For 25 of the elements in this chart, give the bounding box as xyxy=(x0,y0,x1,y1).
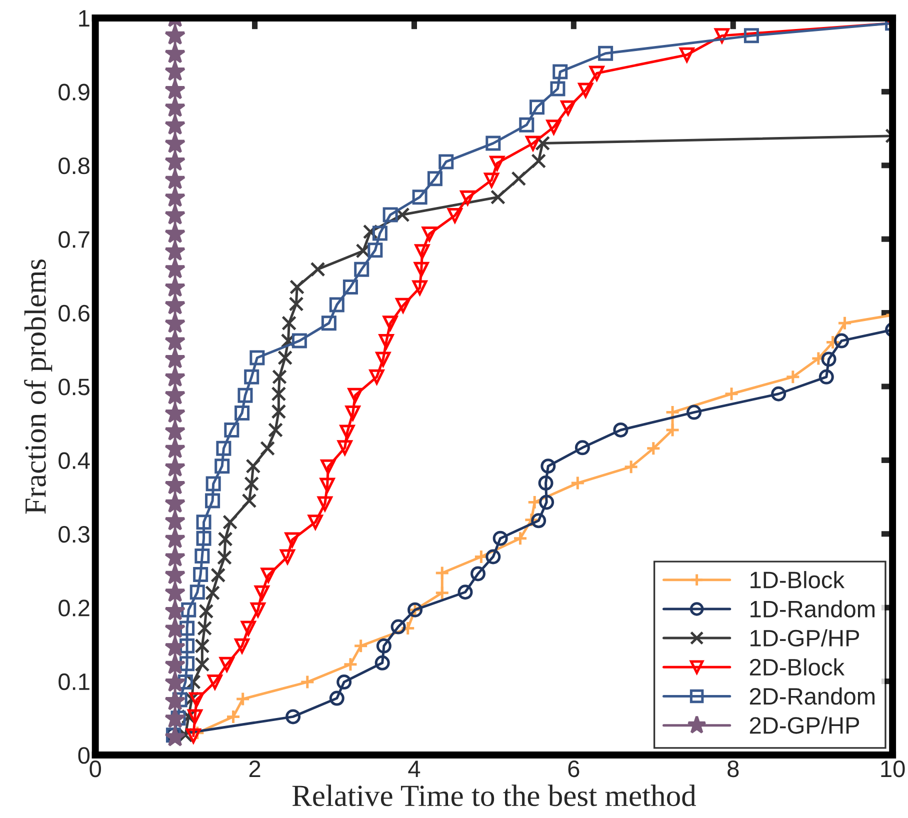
legend-label: 2D-Random xyxy=(750,687,874,705)
x-axis-title: Relative Time to the best method xyxy=(292,784,696,806)
x-tick-label: 10 xyxy=(881,760,905,778)
y-tick-label: 0.2 xyxy=(58,600,90,616)
x-tick-label: 0 xyxy=(90,760,101,778)
legend-label: 1D-GP/HP xyxy=(750,629,860,647)
legend-label: 2D-GP/HP xyxy=(750,716,860,734)
y-tick-label: 1 xyxy=(79,10,90,27)
y-tick-label: 0 xyxy=(78,747,90,764)
y-tick-label: 0.7 xyxy=(58,231,90,248)
y-tick-label: 0.8 xyxy=(58,157,90,174)
y-tick-label: 0.9 xyxy=(58,84,90,100)
y-tick-label: 0.1 xyxy=(58,673,90,690)
x-tick-label: 6 xyxy=(568,760,580,778)
x-tick-label: 4 xyxy=(408,760,420,777)
y-tick-label: 0.4 xyxy=(58,452,90,469)
y-tick-label: 0.6 xyxy=(58,304,90,322)
legend-label: 1D-Random xyxy=(750,600,874,618)
y-tick-label: 0.5 xyxy=(58,378,90,396)
y-tick-label: 0.3 xyxy=(58,526,90,543)
legend-label: 2D-Block xyxy=(750,658,845,676)
x-tick-label: 8 xyxy=(728,760,739,778)
x-tick-label: 2 xyxy=(249,760,260,777)
y-axis-title: Fraction of problems xyxy=(24,259,52,514)
legend-label: 1D-Block xyxy=(750,571,845,588)
